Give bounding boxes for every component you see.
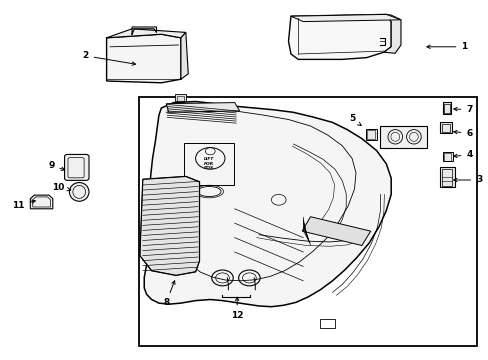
Bar bbox=[177, 96, 183, 102]
Bar bbox=[443, 104, 449, 113]
Text: 1: 1 bbox=[426, 42, 467, 51]
Polygon shape bbox=[290, 14, 400, 22]
Polygon shape bbox=[302, 217, 370, 246]
Bar bbox=[365, 129, 376, 140]
Polygon shape bbox=[106, 29, 185, 38]
Bar bbox=[380, 126, 426, 148]
Bar bbox=[441, 169, 451, 186]
Text: 2: 2 bbox=[82, 51, 135, 65]
Bar bbox=[366, 130, 374, 139]
Polygon shape bbox=[288, 14, 390, 59]
Polygon shape bbox=[166, 103, 239, 112]
Text: LIFT
FOR
POS.: LIFT FOR POS. bbox=[203, 157, 215, 170]
Polygon shape bbox=[30, 195, 53, 209]
Text: 12: 12 bbox=[230, 297, 243, 320]
Text: 6: 6 bbox=[453, 129, 471, 138]
Bar bbox=[114, 56, 136, 76]
Polygon shape bbox=[144, 102, 390, 307]
Bar bbox=[439, 122, 451, 133]
Bar bbox=[442, 152, 452, 161]
Polygon shape bbox=[383, 14, 400, 53]
Text: 8: 8 bbox=[163, 281, 175, 307]
Text: 3: 3 bbox=[453, 175, 481, 184]
Text: 10: 10 bbox=[52, 183, 71, 192]
Polygon shape bbox=[106, 34, 181, 83]
Bar bbox=[320, 319, 334, 328]
Bar bbox=[441, 124, 449, 132]
FancyBboxPatch shape bbox=[64, 154, 89, 180]
Text: 7: 7 bbox=[453, 105, 472, 114]
Ellipse shape bbox=[69, 183, 89, 201]
Text: 5: 5 bbox=[348, 114, 361, 126]
Text: 4: 4 bbox=[453, 150, 472, 159]
Text: 11: 11 bbox=[12, 200, 35, 210]
Bar bbox=[443, 153, 450, 161]
Bar bbox=[139, 97, 476, 346]
Bar bbox=[442, 102, 450, 114]
Polygon shape bbox=[140, 176, 199, 275]
Polygon shape bbox=[181, 32, 188, 79]
Bar bbox=[175, 94, 185, 101]
Text: 9: 9 bbox=[48, 161, 64, 170]
Bar bbox=[439, 167, 454, 187]
Bar bbox=[142, 58, 159, 74]
